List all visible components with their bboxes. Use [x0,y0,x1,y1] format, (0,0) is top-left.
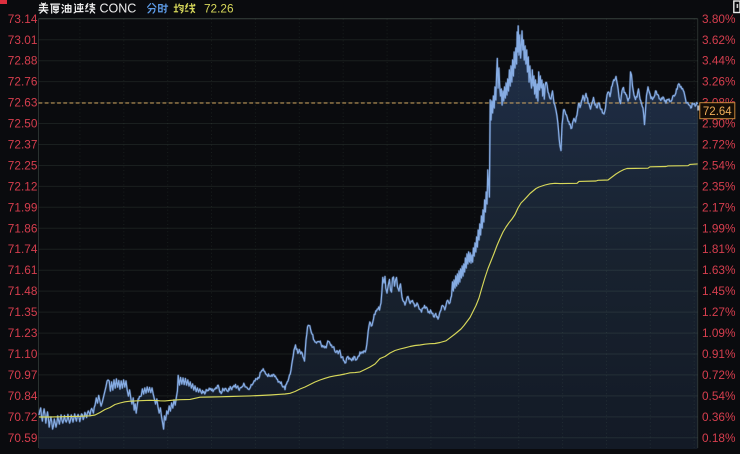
svg-text:70.59: 70.59 [8,431,38,445]
svg-text:72.76: 72.76 [8,75,38,89]
svg-text:71.10: 71.10 [8,347,38,361]
svg-text:3.62%: 3.62% [702,33,736,47]
svg-text:2.35%: 2.35% [702,179,736,193]
svg-text:71.61: 71.61 [8,263,38,277]
svg-text:72.37: 72.37 [8,138,38,152]
svg-text:CONC: CONC [100,2,137,16]
svg-text:71.35: 71.35 [8,305,38,319]
svg-text:72.26: 72.26 [204,2,234,16]
svg-text:71.74: 71.74 [8,242,38,256]
svg-text:1.81%: 1.81% [702,242,736,256]
svg-text:0.18%: 0.18% [702,431,736,445]
svg-text:72.64: 72.64 [703,106,732,118]
svg-text:73.14: 73.14 [8,12,38,26]
svg-text:71.23: 71.23 [8,326,38,340]
svg-text:70.97: 70.97 [8,368,38,382]
svg-text:0.72%: 0.72% [702,368,736,382]
svg-text:72.63: 72.63 [8,96,38,110]
svg-text:71.99: 71.99 [8,200,38,214]
svg-text:0.54%: 0.54% [702,389,736,403]
svg-text:3.26%: 3.26% [702,75,736,89]
svg-text:2.72%: 2.72% [702,138,736,152]
svg-text:71.86: 71.86 [8,221,38,235]
svg-text:1.09%: 1.09% [702,326,736,340]
svg-text:72.88: 72.88 [8,54,38,68]
svg-text:1.63%: 1.63% [702,263,736,277]
svg-text:2.90%: 2.90% [702,117,736,131]
svg-text:1.45%: 1.45% [702,284,736,298]
svg-text:72.50: 72.50 [8,117,38,131]
svg-text:0.36%: 0.36% [702,410,736,424]
svg-text:1.27%: 1.27% [702,305,736,319]
svg-text:70.72: 70.72 [8,410,38,424]
svg-text:2.54%: 2.54% [702,159,736,173]
svg-text:70.84: 70.84 [8,389,38,403]
svg-text:3.44%: 3.44% [702,54,736,68]
svg-text:71.48: 71.48 [8,284,38,298]
svg-text:2.17%: 2.17% [702,200,736,214]
svg-text:3.80%: 3.80% [702,12,736,26]
svg-text:1.99%: 1.99% [702,221,736,235]
svg-text:0.91%: 0.91% [702,347,736,361]
svg-text:73.01: 73.01 [8,33,38,47]
svg-text:72.25: 72.25 [8,159,38,173]
svg-text:72.12: 72.12 [8,179,38,193]
